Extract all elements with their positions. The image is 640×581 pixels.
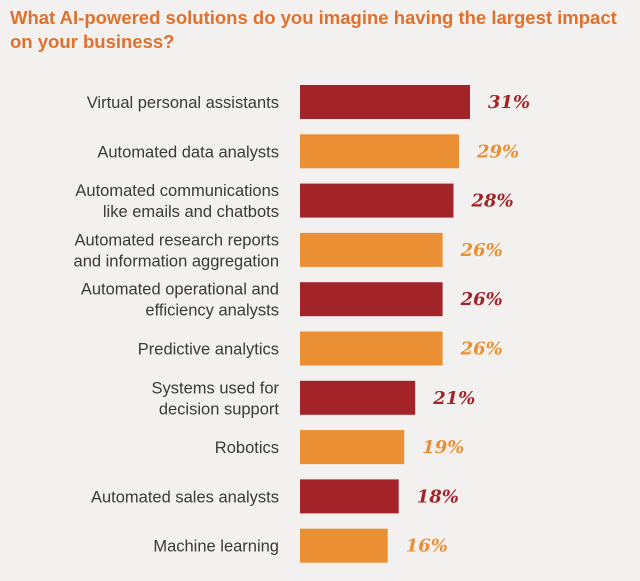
value-label-6: 21% <box>432 388 475 409</box>
chart-title: What AI-powered solutions do you imagine… <box>10 7 617 52</box>
bar-7 <box>300 430 405 465</box>
category-label-4-line-0: Automated operational and <box>81 281 279 299</box>
category-label-5: Predictive analytics <box>138 341 279 359</box>
bar-6 <box>300 380 416 415</box>
bar-5 <box>300 331 443 366</box>
value-label-3: 26% <box>460 240 503 261</box>
category-label-2-line-1: like emails and chatbots <box>103 203 279 221</box>
category-label-7: Robotics <box>215 439 279 457</box>
bar-4 <box>300 282 443 317</box>
bar-3 <box>300 232 443 267</box>
category-label-1: Automated data analysts <box>97 143 279 161</box>
value-label-1: 29% <box>476 141 519 162</box>
value-label-5: 26% <box>460 339 503 360</box>
value-label-8: 18% <box>417 486 459 507</box>
category-label-2-line-0: Automated communications <box>75 182 279 200</box>
category-label-0: Virtual personal assistants <box>87 94 279 112</box>
category-label-3-line-0: Automated research reports <box>74 231 279 249</box>
bar-8 <box>300 479 399 514</box>
bar-1 <box>300 134 459 169</box>
category-label-6-line-1: decision support <box>159 400 280 418</box>
category-label-8: Automated sales analysts <box>91 488 279 506</box>
value-label-0: 31% <box>488 92 530 113</box>
category-label-4-line-1: efficiency analysts <box>145 302 279 320</box>
bar-0 <box>300 85 470 119</box>
bar-2 <box>300 183 454 218</box>
category-label-9: Machine learning <box>153 538 279 556</box>
category-label-6-line-0: Systems used for <box>152 379 280 397</box>
bar-9 <box>300 528 388 563</box>
value-label-9: 16% <box>406 536 448 557</box>
value-label-4: 26% <box>460 289 503 310</box>
value-label-7: 19% <box>422 437 464 458</box>
value-label-2: 28% <box>471 191 514 212</box>
category-label-3-line-1: and information aggregation <box>74 252 279 270</box>
